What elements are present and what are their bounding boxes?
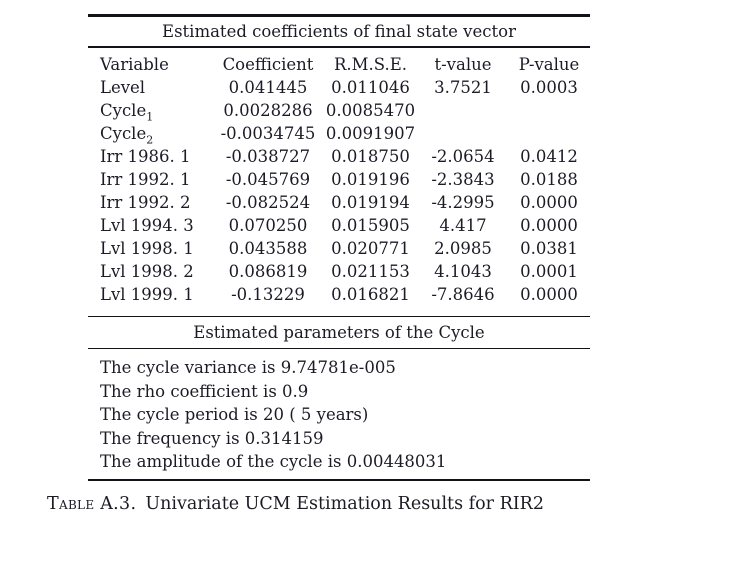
cell-coefficient: -0.038727 — [225, 147, 311, 166]
cell-pvalue: 0.0001 — [520, 262, 578, 281]
cell-coefficient: -0.082524 — [225, 193, 311, 212]
cell-rmse: 0.021153 — [331, 262, 410, 281]
table-row: Level 0.041445 0.011046 3.7521 0.0003 — [88, 76, 590, 99]
table-row: Cycle1 0.0028286 0.0085470 — [88, 99, 590, 122]
cell-coefficient: -0.045769 — [225, 170, 311, 189]
column-header-tvalue: t-value — [434, 55, 492, 74]
cell-variable: Lvl 1994. 3 — [100, 216, 194, 235]
cell-pvalue: 0.0412 — [520, 147, 578, 166]
cell-tvalue: 4.1043 — [434, 262, 492, 281]
cell-rmse: 0.020771 — [331, 239, 410, 258]
cell-coefficient: 0.0028286 — [223, 101, 313, 120]
table-row: Irr 1986. 1 -0.038727 0.018750 -2.0654 0… — [88, 145, 590, 168]
cell-variable: Irr 1986. 1 — [100, 147, 191, 166]
table-row: Cycle2 -0.0034745 0.0091907 — [88, 122, 590, 145]
cell-coefficient: 0.070250 — [228, 216, 308, 235]
cycle-parameters-block: The cycle variance is 9.74781e-005 The r… — [88, 349, 590, 481]
column-header-pvalue: P-value — [518, 55, 580, 74]
cell-variable: Lvl 1998. 2 — [100, 262, 194, 281]
table-row: Irr 1992. 2 -0.082524 0.019194 -4.2995 0… — [88, 191, 590, 214]
table-row: Lvl 1998. 1 0.043588 0.020771 2.0985 0.0… — [88, 237, 590, 260]
cell-tvalue: 3.7521 — [434, 78, 492, 97]
cell-tvalue: 2.0985 — [434, 239, 492, 258]
cell-pvalue: 0.0188 — [520, 170, 578, 189]
table-section-title-coefficients: Estimated coefficients of final state ve… — [88, 17, 590, 48]
cell-coefficient: 0.041445 — [228, 78, 308, 97]
cell-coefficient: -0.13229 — [231, 285, 305, 304]
cell-rmse: 0.019194 — [331, 193, 410, 212]
table-row: Lvl 1998. 2 0.086819 0.021153 4.1043 0.0… — [88, 260, 590, 283]
cell-rmse: 0.018750 — [331, 147, 410, 166]
cycle-period-line: The cycle period is 20 ( 5 years) — [100, 405, 369, 424]
cell-variable: Irr 1992. 2 — [100, 193, 191, 212]
column-header-rmse: R.M.S.E. — [333, 55, 408, 74]
cell-pvalue: 0.0000 — [520, 285, 578, 304]
cell-pvalue — [508, 99, 590, 122]
cell-rmse: 0.019196 — [331, 170, 410, 189]
cell-variable: Lvl 1998. 1 — [100, 239, 194, 258]
table-row: Lvl 1999. 1 -0.13229 0.016821 -7.8646 0.… — [88, 283, 590, 316]
cell-rmse: 0.0091907 — [325, 124, 416, 143]
frequency-line: The frequency is 0.314159 — [100, 428, 324, 448]
cell-pvalue: 0.0003 — [520, 78, 578, 97]
cell-tvalue: -2.3843 — [431, 170, 495, 189]
coefficients-table: Variable Coefficient R.M.S.E. t-value P-… — [88, 48, 590, 316]
cell-pvalue — [508, 122, 590, 145]
cell-tvalue — [418, 122, 508, 145]
table-section-title-cycle: Estimated parameters of the Cycle — [88, 317, 590, 349]
cell-rmse: 0.011046 — [331, 78, 410, 97]
cell-tvalue — [418, 99, 508, 122]
table-caption: Table A.3. Univariate UCM Estimation Resu… — [47, 494, 544, 514]
cell-pvalue: 0.0000 — [520, 216, 578, 235]
cell-variable: Irr 1992. 1 — [100, 170, 191, 189]
cell-pvalue: 0.0381 — [520, 239, 578, 258]
cell-tvalue: -2.0654 — [431, 147, 495, 166]
cell-variable: Cycle2 — [100, 124, 154, 147]
cell-variable: Level — [100, 78, 146, 97]
column-header-coefficient: Coefficient — [222, 55, 314, 74]
table-header-row: Variable Coefficient R.M.S.E. t-value P-… — [88, 48, 590, 76]
cell-pvalue: 0.0000 — [520, 193, 578, 212]
cell-variable: Cycle1 — [100, 101, 154, 124]
cell-rmse: 0.016821 — [331, 285, 410, 304]
cell-tvalue: -7.8646 — [431, 285, 495, 304]
cell-rmse: 0.015905 — [331, 216, 410, 235]
cell-coefficient: 0.043588 — [228, 239, 308, 258]
cell-variable: Lvl 1999. 1 — [100, 285, 194, 304]
estimation-results-table: Estimated coefficients of final state ve… — [88, 14, 590, 481]
table-row: Irr 1992. 1 -0.045769 0.019196 -2.3843 0… — [88, 168, 590, 191]
cell-coefficient: 0.086819 — [228, 262, 308, 281]
amplitude-line: The amplitude of the cycle is 0.00448031 — [100, 452, 447, 471]
cycle-variance-line: The cycle variance is 9.74781e-005 — [100, 358, 396, 377]
table-caption-text: Univariate UCM Estimation Results for RI… — [145, 494, 544, 514]
cell-tvalue: -4.2995 — [431, 193, 495, 212]
divider-rule — [88, 316, 590, 317]
cell-coefficient: -0.0034745 — [220, 124, 316, 143]
rho-coefficient-line: The rho coefficient is 0.9 — [100, 381, 309, 401]
table-row: Lvl 1994. 3 0.070250 0.015905 4.417 0.00… — [88, 214, 590, 237]
cell-rmse: 0.0085470 — [325, 101, 416, 120]
cell-tvalue: 4.417 — [439, 216, 487, 235]
column-header-variable: Variable — [100, 55, 169, 74]
table-caption-label: Table A.3. — [47, 494, 137, 514]
